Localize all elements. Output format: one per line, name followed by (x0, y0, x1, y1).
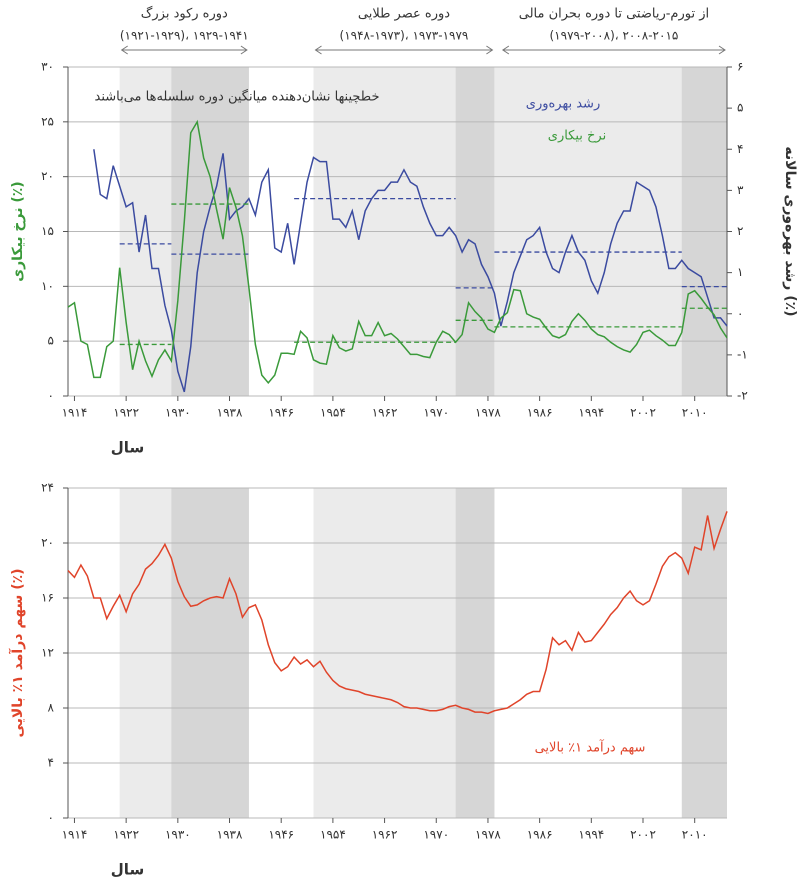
x-tick-label: ۱۹۹۴ (578, 828, 604, 842)
x-tick-label: ۲۰۱۰ (682, 406, 708, 420)
x-tick-label: ۱۹۵۴ (320, 406, 346, 420)
y2-tick-label: ۱ (737, 265, 743, 279)
y-tick-label: ۲۴ (41, 481, 54, 495)
x-tick-label: ۱۹۲۲ (113, 828, 139, 842)
x-tick-label: ۱۹۷۰ (423, 828, 449, 842)
x-tick-label: ۱۹۶۲ (372, 406, 398, 420)
y-tick-label: ۱۵ (41, 224, 54, 238)
y-tick-label: ۱۰ (41, 279, 54, 293)
y2-tick-label: ۶ (737, 60, 743, 74)
y-tick-label: ۲۰ (41, 536, 54, 550)
y2-tick-label: -۱ (737, 347, 748, 361)
x-tick-label: ۱۹۱۴ (62, 828, 88, 842)
x-tick-label: ۱۹۷۸ (475, 828, 501, 842)
x-tick-label: ۱۹۴۶ (268, 828, 294, 842)
y-tick-label: ۴ (48, 756, 54, 770)
y-tick-label: ۲۰ (41, 169, 54, 183)
y-axis-label: نرخ بیکاری (٪) (10, 181, 26, 281)
x-tick-label: ۱۹۴۶ (268, 406, 294, 420)
x-tick-label: ۱۹۳۸ (217, 828, 243, 842)
y2-tick-label: ۴ (737, 142, 743, 156)
x-tick-label: ۱۹۷۸ (475, 406, 501, 420)
x-tick-label: ۱۹۲۲ (113, 406, 139, 420)
period-years: (۱۹۲۱-۱۹۲۹)، ۱۹۲۹-۱۹۴۱ (120, 29, 249, 43)
arrow-head (501, 45, 726, 55)
series-line (67, 511, 728, 715)
y-tick-label: ۱۲ (41, 646, 54, 660)
x-tick-label: ۱۹۹۴ (578, 406, 604, 420)
y-tick-label: ۳۰ (41, 60, 54, 74)
y-tick-label: ۰ (48, 389, 54, 403)
y-tick-label: ۸ (48, 701, 55, 715)
y2-tick-label: ۳ (737, 183, 744, 197)
y2-tick-label: -۲ (737, 389, 748, 403)
period-label: دوره رکود بزرگ (141, 5, 228, 22)
period-label: از تورم-ریاضتی تا دوره بحران مالی (519, 7, 709, 22)
x-tick-label: ۱۹۳۸ (217, 406, 243, 420)
x-tick-label: ۱۹۳۰ (165, 406, 191, 420)
x-tick-label: ۲۰۰۲ (630, 828, 656, 842)
x-tick-label: ۱۹۸۶ (527, 828, 553, 842)
y-tick-label: ۰ (48, 811, 54, 825)
period-years: (۱۹۴۸-۱۹۷۳)، ۱۹۷۳-۱۹۷۹ (340, 29, 469, 43)
x-tick-label: ۱۹۸۶ (527, 406, 553, 420)
y2-tick-label: ۵ (737, 101, 743, 115)
x-tick-label: ۱۹۳۰ (165, 828, 191, 842)
period-years: (۱۹۷۹-۲۰۰۸)، ۲۰۰۸-۲۰۱۵ (550, 29, 679, 43)
y2-tick-label: ۰ (737, 306, 743, 320)
arrow-head (314, 45, 494, 55)
x-tick-label: ۲۰۱۰ (682, 828, 708, 842)
series-line (93, 149, 728, 393)
x-axis-label: سال (111, 861, 144, 879)
period-label: دوره عصر طلایی (358, 7, 450, 22)
y-tick-label: ۵ (48, 334, 54, 348)
legend-label: سهم درآمد ۱٪ بالایی (535, 739, 646, 756)
x-tick-label: ۱۹۱۴ (62, 406, 88, 420)
y-tick-label: ۲۵ (41, 114, 54, 128)
x-tick-label: ۱۹۵۴ (320, 828, 346, 842)
legend-label: رشد بهره‌وری (526, 97, 600, 112)
y-tick-label: ۱۶ (41, 591, 54, 605)
x-tick-label: ۲۰۰۲ (630, 406, 656, 420)
x-axis-label: سال (111, 439, 144, 457)
note: خطچینها نشان‌دهنده میانگین دوره سلسله‌ها… (95, 89, 380, 105)
y2-tick-label: ۲ (737, 224, 743, 238)
y2-axis-label: رشد بهره‌وری سالانه (٪) (782, 146, 798, 316)
series-line (67, 119, 728, 385)
legend-label: نرخ بیکاری (548, 129, 606, 144)
arrow-head (120, 45, 248, 55)
y-axis-label: سهم درآمد ۱٪ بالایی (٪) (8, 568, 26, 737)
x-tick-label: ۱۹۶۲ (372, 828, 398, 842)
x-tick-label: ۱۹۷۰ (423, 406, 449, 420)
